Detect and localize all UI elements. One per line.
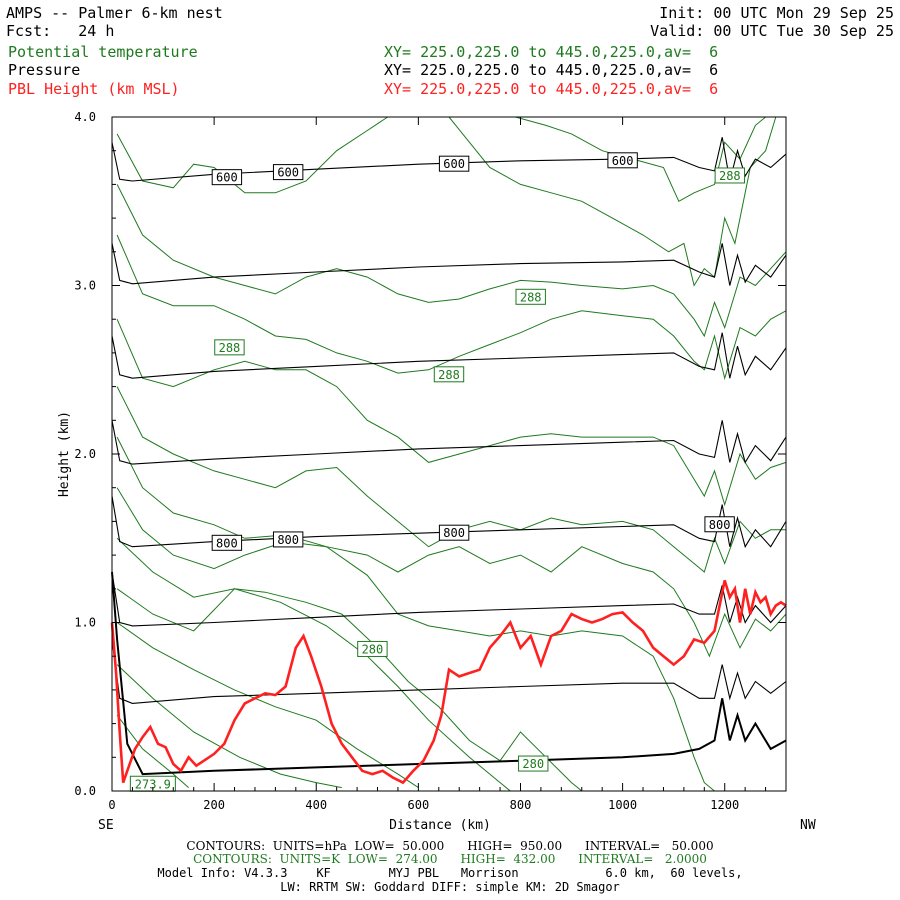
pressure-label-7: 800 [709, 518, 731, 532]
y-tick-label-3: 3.0 [74, 279, 96, 293]
x-tick-label-0: 0 [108, 798, 115, 812]
theta-label-2: 288 [719, 169, 741, 183]
theta-contour-0 [116, 714, 189, 788]
field-xy-theta: XY= 225.0,225.0 to 445.0,225.0,av= 6 [384, 43, 719, 61]
theta-contour-3 [116, 588, 511, 792]
x-tick-label-6: 1200 [710, 798, 739, 812]
theta-contours [116, 116, 787, 792]
pressure-label-box-5 [272, 531, 304, 548]
init-time: Init: 00 UTC Mon 29 Sep 25 [659, 4, 894, 22]
pressure-contour-900 [111, 639, 787, 704]
right-end-label: NW [800, 818, 816, 833]
pressure-label-box-2 [438, 155, 470, 172]
theta-contour-8 [116, 319, 787, 507]
field-name-pbl: PBL Height (km MSL) [8, 80, 180, 98]
theta-label-0: 273.9 [135, 777, 171, 791]
theta-contour-13 [515, 116, 766, 203]
theta-contour-info: CONTOURS: UNITS=K LOW= 274.00 HIGH= 432.… [193, 852, 707, 866]
pressure-label-box-4 [211, 534, 243, 551]
pressure-contour-600 [111, 137, 787, 182]
pressure-contours [111, 137, 787, 776]
theta-label-box-2 [714, 167, 746, 184]
theta-contour-12 [448, 116, 777, 287]
y-tick-label-2: 2.0 [74, 447, 96, 461]
theta-label-6: 280 [522, 757, 544, 771]
pressure-label-box-1 [272, 164, 304, 181]
theta-label-box-1 [357, 640, 388, 657]
x-tick-label-4: 800 [510, 798, 532, 812]
theta-contour-9 [116, 234, 787, 381]
physics-info: LW: RRTM SW: Goddard DIFF: simple KM: 2D… [280, 880, 620, 894]
valid-time: Valid: 00 UTC Tue 30 Sep 25 [650, 22, 894, 40]
x-axis-label: Distance (km) [389, 818, 491, 833]
theta-label-4: 288 [219, 341, 241, 355]
pressure-contour-850 [111, 571, 787, 627]
field-name-theta: Potential temperature [8, 43, 198, 61]
model-info: Model Info: V4.3.3 KF MYJ PBL Morrison 6… [157, 866, 743, 880]
theta-contour-6 [116, 436, 787, 658]
pressure-label-5: 800 [277, 533, 299, 547]
contour-labels: 600 600 600 600 800 800 800 800 273.9 280 288 288 28… [129, 152, 746, 792]
pressure-label-6: 800 [443, 526, 465, 540]
theta-contour-1 [116, 664, 342, 789]
theta-contour-10 [116, 184, 787, 338]
x-tick-label-3: 600 [408, 798, 430, 812]
y-axis-label: Height (km) [57, 411, 72, 497]
pressure-label-2: 600 [443, 157, 465, 171]
field-xy-pressure: XY= 225.0,225.0 to 445.0,225.0,av= 6 [384, 61, 719, 79]
y-tick-label-4: 4.0 [74, 110, 96, 124]
theta-contour-11 [116, 116, 388, 194]
pressure-contour-info: CONTOURS: UNITS=hPa LOW= 50.000 HIGH= 95… [186, 839, 714, 853]
pressure-label-box-7 [704, 516, 735, 533]
theta-label-3: 288 [520, 290, 542, 304]
pressure-label-3: 600 [612, 154, 634, 168]
theta-contour-4 [116, 537, 583, 792]
chart-title: AMPS -- Palmer 6-km nest [6, 4, 223, 22]
pbl-height-line [110, 580, 787, 785]
pressure-contour-950 [111, 571, 787, 776]
pressure-label-box-3 [607, 152, 638, 169]
axes: 0 200 400 600 800 1000 1200 0.0 1.0 2.0 3.0 4.0 [74, 110, 787, 812]
pressure-contour-700 [111, 332, 787, 379]
pressure-contour-800 [111, 496, 787, 549]
pressure-contour-750 [111, 420, 787, 465]
theta-contour-5 [116, 487, 715, 792]
left-end-label: SE [98, 818, 114, 833]
pressure-label-1: 600 [277, 166, 299, 180]
field-name-pressure: Pressure [8, 61, 81, 79]
x-tick-label-5: 1000 [608, 798, 637, 812]
pbl-series [110, 580, 787, 785]
y-tick-label-1: 1.0 [74, 616, 96, 630]
pressure-label-box-6 [438, 524, 470, 541]
theta-label-1: 280 [362, 642, 384, 656]
pressure-label-box-0 [211, 169, 243, 186]
pressure-label-4: 800 [216, 536, 238, 550]
theta-label-box-4 [214, 339, 245, 356]
pressure-contour-650 [111, 243, 787, 286]
theta-label-box-3 [515, 288, 546, 305]
forecast-hour: Fcst: 24 h [6, 22, 115, 40]
pressure-label-0: 600 [216, 171, 238, 185]
y-tick-label-0: 0.0 [74, 784, 96, 798]
theta-label-5: 288 [438, 368, 460, 382]
theta-label-box-5 [433, 366, 465, 383]
x-tick-label-1: 200 [203, 798, 225, 812]
field-xy-pbl: XY= 225.0,225.0 to 445.0,225.0,av= 6 [384, 80, 719, 98]
theta-label-box-6 [518, 755, 549, 772]
x-tick-label-2: 400 [305, 798, 327, 812]
